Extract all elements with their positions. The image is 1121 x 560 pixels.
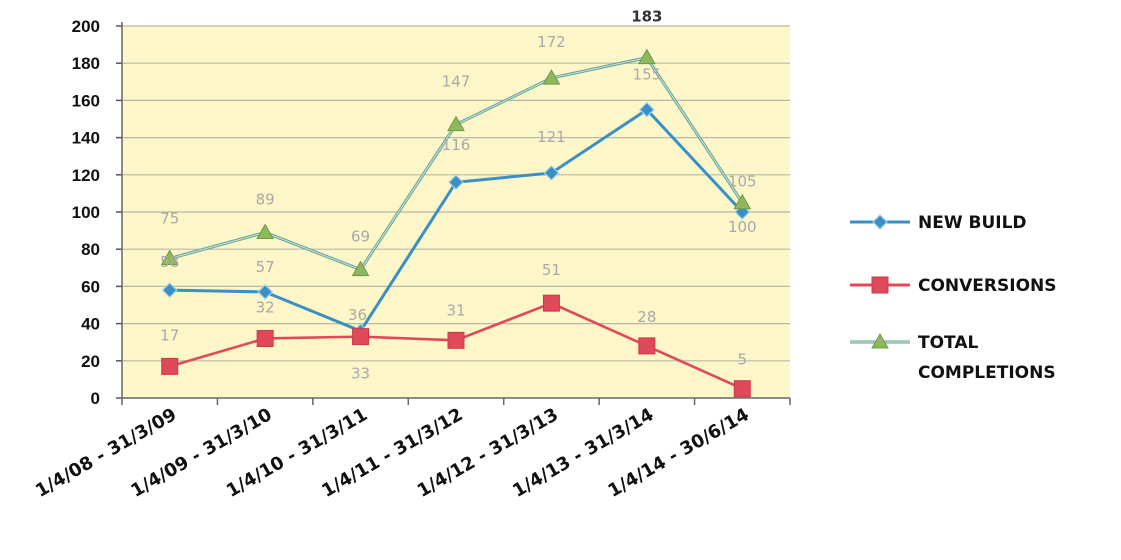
data-label: 17 bbox=[160, 326, 179, 344]
y-tick-label: 120 bbox=[72, 166, 100, 185]
data-label: 100 bbox=[728, 218, 757, 236]
data-label: 69 bbox=[351, 228, 370, 246]
legend-swatch-marker bbox=[872, 214, 888, 230]
data-point bbox=[639, 101, 655, 118]
data-point bbox=[448, 174, 464, 191]
data-point bbox=[447, 331, 465, 349]
x-axis-ticks: 1/4/08 - 31/3/091/4/09 - 31/3/101/4/10 -… bbox=[32, 404, 753, 502]
y-tick-label: 80 bbox=[81, 240, 100, 259]
y-tick-label: 40 bbox=[81, 315, 100, 334]
y-tick-label: 200 bbox=[72, 17, 100, 36]
data-label: 121 bbox=[537, 128, 566, 146]
axes bbox=[116, 22, 791, 405]
data-label: 5 bbox=[738, 351, 748, 369]
data-label: 89 bbox=[256, 190, 275, 208]
data-label: 28 bbox=[637, 308, 656, 326]
data-label: 105 bbox=[728, 173, 757, 191]
y-tick-label: 180 bbox=[72, 54, 100, 73]
data-point bbox=[542, 294, 560, 312]
data-label: 147 bbox=[442, 73, 471, 91]
data-label: 51 bbox=[542, 261, 561, 279]
data-label: 75 bbox=[160, 210, 179, 228]
data-point bbox=[637, 48, 656, 65]
legend-label: CONVERSIONS bbox=[918, 276, 1057, 296]
data-point bbox=[542, 69, 561, 85]
data-label: 33 bbox=[351, 365, 370, 383]
data-point bbox=[447, 115, 465, 132]
data-point bbox=[256, 329, 274, 347]
y-tick-label: 60 bbox=[81, 277, 100, 296]
y-axis-ticks: 0 20 40 60 80 100 120 140 160 180 200 bbox=[72, 17, 100, 408]
series-markers bbox=[160, 48, 752, 398]
data-label: 116 bbox=[442, 136, 471, 154]
data-label: 36 bbox=[348, 306, 367, 324]
y-tick-label: 100 bbox=[72, 203, 100, 222]
data-point bbox=[257, 284, 273, 300]
data-label: 57 bbox=[256, 258, 275, 276]
data-point bbox=[160, 249, 179, 265]
data-point bbox=[733, 193, 752, 210]
data-point bbox=[543, 165, 560, 181]
legend-label-line: COMPLETIONS bbox=[918, 363, 1056, 383]
data-labels: 58 57 36 116 121 155 100 17 32 33 31 51 28 5 75 89 69 147… bbox=[160, 8, 756, 383]
y-tick-label: 0 bbox=[91, 389, 100, 408]
y-tick-label: 20 bbox=[81, 352, 100, 371]
legend: NEW BUILD CONVERSIONS TOTAL COMPLETIONS bbox=[850, 213, 1057, 383]
y-tick-label: 140 bbox=[72, 129, 100, 148]
legend-swatch-marker bbox=[871, 276, 889, 294]
data-point bbox=[256, 223, 275, 239]
legend-label: NEW BUILD bbox=[918, 213, 1027, 233]
legend-label: TOTAL COMPLETIONS bbox=[918, 333, 1056, 383]
data-point bbox=[161, 357, 179, 375]
data-point bbox=[351, 260, 370, 277]
data-label: 31 bbox=[446, 301, 465, 319]
data-point bbox=[161, 282, 178, 298]
data-label: 155 bbox=[633, 66, 662, 84]
data-label: 32 bbox=[256, 298, 275, 316]
data-label: 58 bbox=[160, 253, 179, 271]
data-point bbox=[352, 328, 370, 346]
data-point bbox=[733, 380, 751, 398]
legend-swatch-marker bbox=[871, 332, 889, 349]
y-tick-label: 160 bbox=[72, 91, 100, 110]
data-label: 183 bbox=[631, 8, 662, 26]
data-point bbox=[638, 337, 656, 355]
legend-label-line: TOTAL bbox=[918, 333, 978, 353]
data-label: 172 bbox=[537, 33, 566, 51]
